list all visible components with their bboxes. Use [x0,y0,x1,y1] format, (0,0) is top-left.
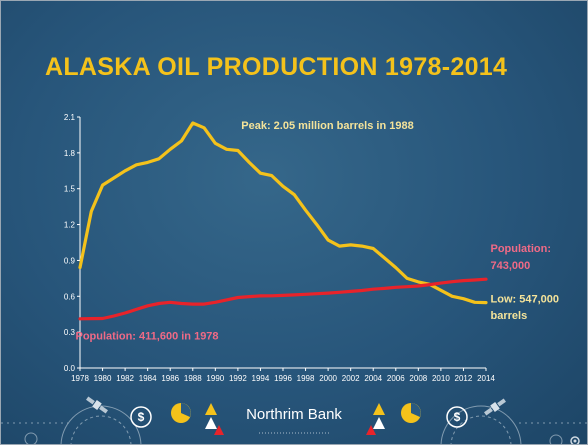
pie-chart-icon [401,403,421,423]
x-tick-label: 2014 [477,374,495,383]
x-tick-label: 1996 [274,374,292,383]
population-line [78,277,488,321]
x-tick-label: 1978 [71,374,89,383]
y-tick-label: 2.1 [64,113,76,122]
oil-line [78,121,488,305]
chess-piece-icon [366,403,385,435]
population-2014-label: Population: [491,243,552,255]
y-tick-label: 1.5 [64,185,76,194]
population-2014-value-label: 743,000 [491,260,531,272]
low-unit-label: barrels [491,310,528,322]
y-tick-label: 1.8 [64,149,76,158]
dollar-coin-icon: $ [130,406,152,428]
chart-axes [77,116,487,371]
x-tick-label: 1984 [139,374,157,383]
x-tick-label: 2010 [432,374,450,383]
footer-decoration: $ $ [1,396,587,444]
x-tick-label: 2000 [319,374,337,383]
y-tick-label: 0.9 [64,256,76,265]
peak-label: Peak: 2.05 million barrels in 1988 [241,120,413,132]
chess-piece-icon [205,403,224,435]
population-1978-label: Population: 411,600 in 1978 [75,330,218,342]
y-tick-label: 0.3 [64,328,76,337]
x-tick-label: 1992 [229,374,247,383]
pie-chart-icon [171,403,191,423]
chart-tick-labels: 0.0 0.3 0.6 0.9 1.2 1.5 1.8 2.1 1978 1980 1982 1984… [64,113,496,383]
x-tick-label: 1980 [94,374,112,383]
page-title: ALASKA OIL PRODUCTION 1978-2014 [45,53,508,81]
chart-annotations: Peak: 2.05 million barrels in 1988 Popula… [75,120,559,342]
x-tick-label: 1994 [252,374,270,383]
x-tick-label: 1986 [161,374,179,383]
chart-series [78,121,488,321]
x-tick-label: 2012 [455,374,473,383]
satellite-icon [86,396,108,414]
x-tick-label: 2004 [364,374,382,383]
svg-text:$: $ [454,410,461,424]
y-tick-label: 1.2 [64,221,76,230]
x-tick-label: 1988 [184,374,202,383]
gear-icon [570,436,580,444]
svg-text:$: $ [138,410,145,424]
x-tick-label: 2006 [387,374,405,383]
x-tick-label: 1990 [206,374,224,383]
low-label: Low: 547,000 [491,293,559,305]
x-tick-label: 2002 [342,374,360,383]
brand-logo: Northrim Bank [246,406,342,423]
x-tick-label: 1998 [297,374,315,383]
dollar-coin-icon: $ [446,406,468,428]
y-tick-label: 0.0 [64,364,76,373]
satellite-icon [484,398,506,416]
x-tick-label: 2008 [409,374,427,383]
x-tick-label: 1982 [116,374,134,383]
y-tick-label: 0.6 [64,292,76,301]
